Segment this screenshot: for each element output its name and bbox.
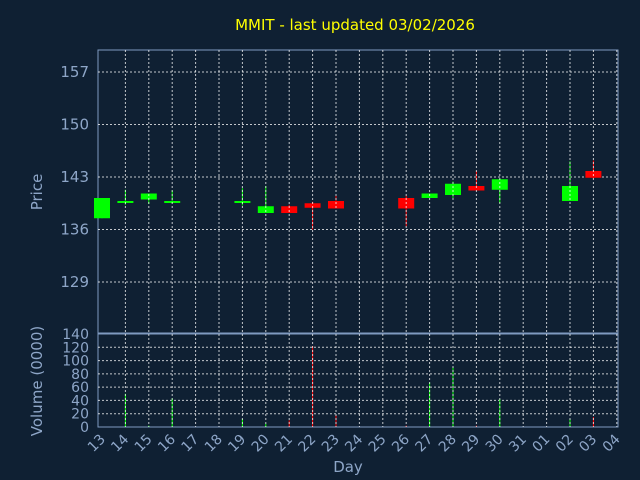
- x-tick-label: 03: [576, 432, 600, 456]
- x-tick-label: 24: [342, 431, 366, 455]
- price-axis-label: Price: [28, 174, 46, 211]
- x-tick-label: 21: [272, 432, 296, 456]
- candle-body: [328, 201, 344, 209]
- volume-tick-label: 100: [62, 354, 89, 370]
- chart-title: MMIT - last updated 03/02/2026: [235, 16, 475, 34]
- x-tick-label: 22: [296, 432, 320, 456]
- candle-body: [562, 186, 578, 201]
- candle-body: [304, 203, 321, 208]
- volume-grid: [98, 346, 618, 415]
- x-grid: [124, 50, 618, 427]
- x-tick-label: 02: [553, 432, 577, 456]
- x-tick-label: 23: [319, 432, 343, 456]
- x-tick-label: 25: [366, 432, 390, 456]
- x-tick-label: 30: [483, 432, 507, 456]
- candle-body: [281, 206, 298, 213]
- x-tick-label: 28: [436, 432, 460, 456]
- candle-body: [491, 179, 508, 190]
- candles: [94, 160, 602, 230]
- x-tick-label: 26: [389, 431, 413, 455]
- volume-tick-label: 140: [62, 327, 89, 343]
- volume-panel-frame: [97, 333, 619, 428]
- price-tick-label: 136: [60, 221, 89, 239]
- volume-tick-label: 80: [71, 367, 89, 383]
- volume-axis-label: Volume (0000): [28, 326, 46, 436]
- x-tick-label: 01: [530, 432, 554, 456]
- x-tick-label: 14: [108, 431, 132, 455]
- price-tick-label: 143: [60, 168, 89, 186]
- x-tick-label: 27: [413, 432, 437, 456]
- candle-body: [445, 183, 461, 195]
- volume-tick-label: 40: [71, 393, 89, 409]
- price-y-ticks: 157 150 143 136 129: [60, 63, 89, 291]
- x-ticks: 13 14 15 16 17 18 19 20 21 22 23 24 25 26 27 28 29 30 31 01…: [85, 431, 624, 455]
- x-tick-label: 16: [155, 431, 179, 455]
- candle-body: [94, 198, 110, 219]
- x-tick-label: 19: [225, 432, 249, 456]
- price-tick-label: 157: [60, 63, 89, 81]
- volume-tick-label: 120: [62, 340, 89, 356]
- candle-body: [140, 193, 157, 200]
- candle-body: [257, 206, 274, 213]
- x-tick-label: 31: [506, 432, 530, 456]
- x-tick-label: 29: [459, 432, 483, 456]
- x-tick-label: 20: [249, 432, 273, 456]
- price-tick-label: 129: [60, 273, 89, 291]
- x-tick-label: 18: [202, 432, 226, 456]
- x-tick-label: 04: [600, 431, 624, 455]
- x-tick-label: 15: [132, 432, 156, 456]
- x-axis-label: Day: [333, 458, 363, 476]
- price-grid: [98, 71, 618, 283]
- price-panel-frame: [97, 49, 619, 334]
- x-tick-label: 17: [179, 432, 203, 456]
- volume-tick-label: 20: [71, 407, 89, 423]
- volume-tick-label: 0: [80, 420, 89, 436]
- price-tick-label: 150: [60, 116, 89, 134]
- volume-tick-label: 60: [71, 380, 89, 396]
- candle-body: [468, 186, 485, 191]
